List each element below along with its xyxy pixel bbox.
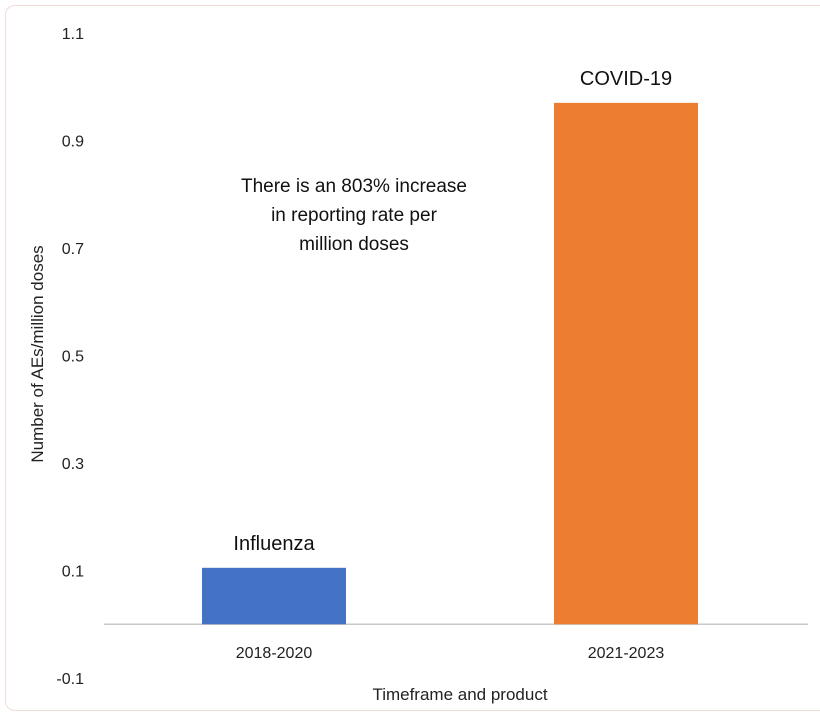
x-tick-label: 2021-2023: [588, 645, 665, 662]
annotation-line: million doses: [299, 234, 409, 255]
annotation-text: There is an 803% increase in reporting ra…: [241, 176, 467, 255]
x-axis-title: Timeframe and product: [372, 685, 547, 704]
annotation-line: There is an 803% increase: [241, 176, 467, 197]
bars-group: Influenza COVID-19: [202, 68, 698, 625]
bar-1: [202, 567, 346, 625]
bar-data-label: COVID-19: [580, 68, 672, 90]
x-axis-ticks: 2018-2020 2021-2023: [236, 645, 665, 662]
y-tick-label: 0.1: [62, 564, 84, 581]
y-tick-label: 0.3: [62, 456, 84, 473]
y-axis-ticks: -0.1 0.1 0.3 0.5 0.7 0.9 1.1: [56, 26, 84, 688]
y-tick-label: 0.9: [62, 134, 84, 151]
bar-data-label: Influenza: [233, 533, 315, 555]
bar-2: [554, 102, 698, 625]
y-tick-label: 0.7: [62, 241, 84, 258]
x-tick-label: 2018-2020: [236, 645, 313, 662]
y-tick-label: 1.1: [62, 26, 84, 43]
y-axis-title: Number of AEs/million doses: [28, 245, 47, 462]
y-tick-label: -0.1: [56, 671, 84, 688]
annotation-line: in reporting rate per: [271, 205, 437, 226]
y-tick-label: 0.5: [62, 349, 84, 366]
